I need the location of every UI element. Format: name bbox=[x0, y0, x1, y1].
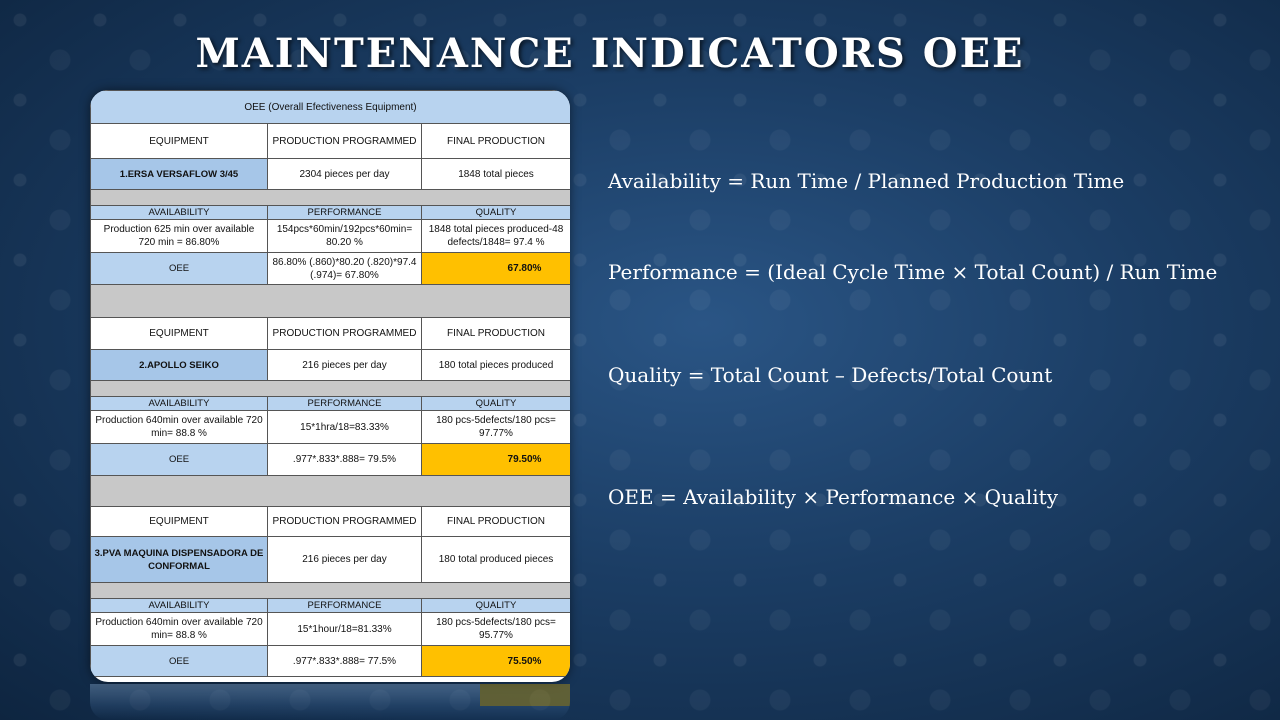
availability-value: Production 625 min over available 720 mi… bbox=[90, 219, 268, 253]
oee-formula: OEE = Availability × Performance × Quali… bbox=[608, 485, 1059, 509]
equipment-name: 1.ERSA VERSAFLOW 3/45 bbox=[90, 158, 268, 190]
quality-formula: Quality = Total Count – Defects/Total Co… bbox=[608, 363, 1053, 387]
slide-title: MAINTENANCE INDICATORS OEE bbox=[195, 30, 1025, 77]
programmed-header: PRODUCTION PROGRAMMED bbox=[267, 123, 422, 159]
performance-value: 154pcs*60min/192pcs*60min= 80.20 % bbox=[267, 219, 422, 253]
quality-header: QUALITY bbox=[421, 598, 570, 613]
quality-header: QUALITY bbox=[421, 396, 570, 411]
programmed-header: PRODUCTION PROGRAMMED bbox=[267, 317, 422, 350]
programmed-value: 2304 pieces per day bbox=[267, 158, 422, 190]
spacer-row bbox=[90, 582, 570, 599]
programmed-value: 216 pieces per day bbox=[267, 536, 422, 583]
table-reflection bbox=[90, 684, 570, 720]
spacer-row bbox=[90, 284, 570, 318]
oee-label: OEE bbox=[90, 252, 268, 285]
oee-result: 75.50% bbox=[421, 645, 570, 677]
performance-header: PERFORMANCE bbox=[267, 598, 422, 613]
availability-value: Production 640min over available 720 min… bbox=[90, 410, 268, 444]
programmed-value: 216 pieces per day bbox=[267, 349, 422, 381]
programmed-header: PRODUCTION PROGRAMMED bbox=[267, 506, 422, 537]
availability-formula: Availability = Run Time / Planned Produc… bbox=[608, 169, 1125, 193]
availability-header: AVAILABILITY bbox=[90, 598, 268, 613]
oee-calculation: .977*.833*.888= 79.5% bbox=[267, 443, 422, 476]
oee-result: 79.50% bbox=[421, 443, 570, 476]
equipment-header: EQUIPMENT bbox=[90, 317, 268, 350]
final-header: FINAL PRODUCTION bbox=[421, 317, 570, 350]
oee-result: 67.80% bbox=[421, 252, 570, 285]
availability-header: AVAILABILITY bbox=[90, 205, 268, 220]
reflection-gold-cell bbox=[480, 684, 570, 706]
oee-table-image: OEE (Overall Efectiveness Equipment) EQU… bbox=[90, 90, 570, 682]
oee-label: OEE bbox=[90, 443, 268, 476]
quality-value: 1848 total pieces produced-48 defects/18… bbox=[421, 219, 570, 253]
oee-calculation: 86.80% (.860)*80.20 (.820)*97.4 (.974)= … bbox=[267, 252, 422, 285]
equipment-header: EQUIPMENT bbox=[90, 123, 268, 159]
performance-header: PERFORMANCE bbox=[267, 396, 422, 411]
equipment-name: 2.APOLLO SEIKO bbox=[90, 349, 268, 381]
spacer-row bbox=[90, 475, 570, 507]
oee-calculation: .977*.833*.888= 77.5% bbox=[267, 645, 422, 677]
quality-header: QUALITY bbox=[421, 205, 570, 220]
quality-value: 180 pcs-5defects/180 pcs= 97.77% bbox=[421, 410, 570, 444]
availability-header: AVAILABILITY bbox=[90, 396, 268, 411]
availability-value: Production 640min over available 720 min… bbox=[90, 612, 268, 646]
oee-table: OEE (Overall Efectiveness Equipment) EQU… bbox=[90, 90, 570, 677]
final-value: 180 total pieces produced bbox=[421, 349, 570, 381]
oee-label: OEE bbox=[90, 645, 268, 677]
final-header: FINAL PRODUCTION bbox=[421, 123, 570, 159]
equipment-name: 3.PVA MAQUINA DISPENSADORA DE CONFORMAL bbox=[90, 536, 268, 583]
final-value: 180 total produced pieces bbox=[421, 536, 570, 583]
performance-formula: Performance = (Ideal Cycle Time × Total … bbox=[608, 260, 1218, 284]
final-header: FINAL PRODUCTION bbox=[421, 506, 570, 537]
spacer-row bbox=[90, 189, 570, 206]
final-value: 1848 total pieces bbox=[421, 158, 570, 190]
performance-value: 15*1hra/18=83.33% bbox=[267, 410, 422, 444]
spacer-row bbox=[90, 380, 570, 397]
performance-value: 15*1hour/18=81.33% bbox=[267, 612, 422, 646]
table-caption: OEE (Overall Efectiveness Equipment) bbox=[90, 90, 570, 124]
performance-header: PERFORMANCE bbox=[267, 205, 422, 220]
equipment-header: EQUIPMENT bbox=[90, 506, 268, 537]
quality-value: 180 pcs-5defects/180 pcs= 95.77% bbox=[421, 612, 570, 646]
